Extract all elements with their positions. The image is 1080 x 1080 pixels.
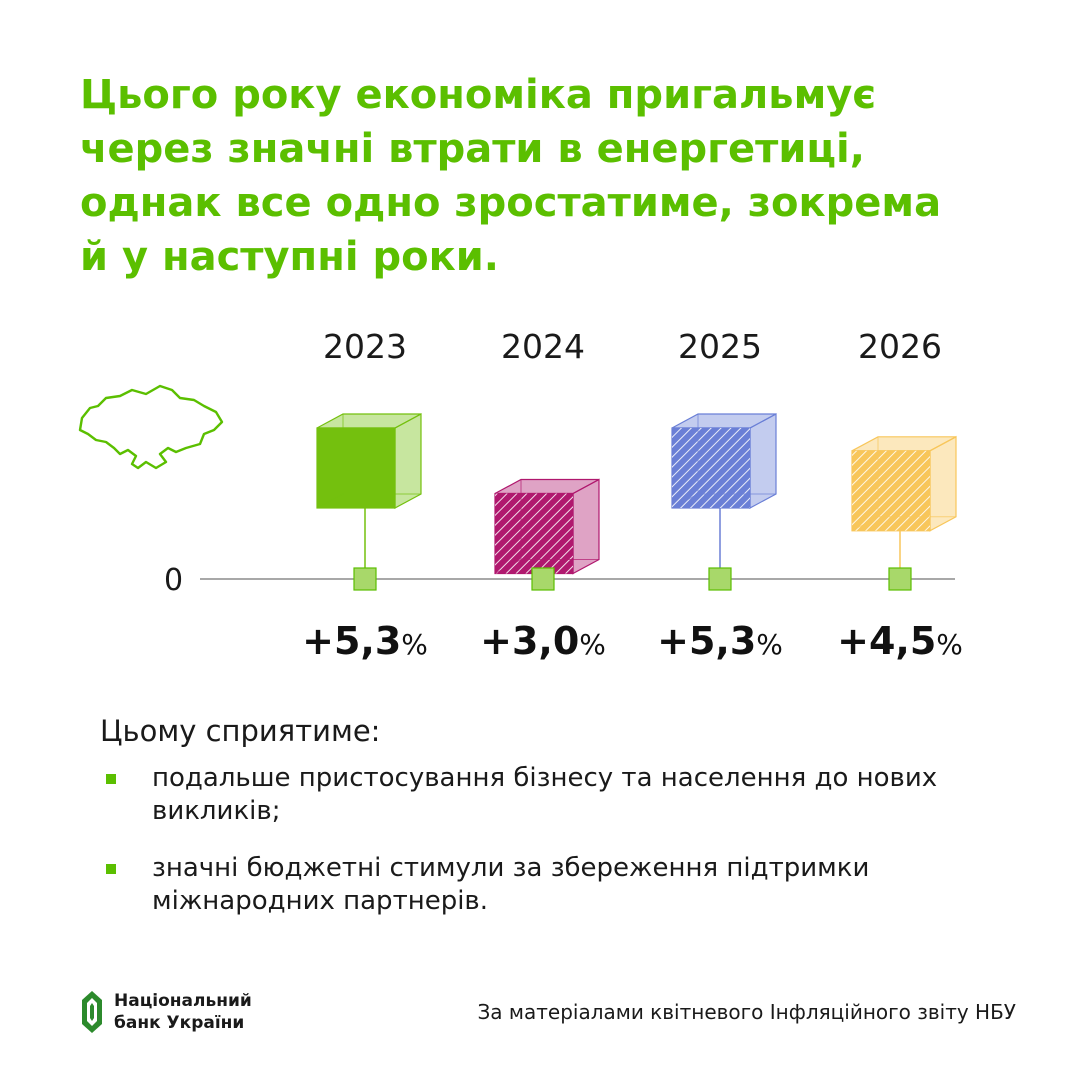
headline-line: Цього року економіка пригальмує xyxy=(80,72,877,118)
axis-marker xyxy=(353,567,377,591)
list-item: подальше пристосування бізнесу та населе… xyxy=(100,762,960,828)
value-label: +4,5% xyxy=(837,619,963,663)
bar xyxy=(316,412,422,569)
axis-marker xyxy=(531,567,555,591)
axis-marker xyxy=(708,567,732,591)
bullet-square-icon xyxy=(106,774,116,784)
bar-back-edge xyxy=(494,559,522,574)
bar-back-edge xyxy=(851,516,879,532)
value-label: +5,3% xyxy=(302,619,428,663)
bar xyxy=(851,435,957,569)
reasons-list: подальше пристосування бізнесу та населе… xyxy=(100,762,960,942)
year-label: 2025 xyxy=(678,327,762,366)
bar xyxy=(671,412,777,569)
logo-line-1: Національний xyxy=(114,991,252,1011)
headline: Цього року економіка пригальмує через зн… xyxy=(80,68,980,284)
axis-marker xyxy=(888,567,912,591)
list-item-text: подальше пристосування бізнесу та населе… xyxy=(152,763,938,826)
bar-hatch xyxy=(495,493,573,574)
headline-line: однак все одно зростатиме, зокрема xyxy=(80,180,942,226)
source-note: За матеріалами квітневого Інфляційного з… xyxy=(477,1000,1016,1024)
year-label: 2024 xyxy=(501,327,585,366)
reasons-lead: Цьому сприятиме: xyxy=(100,714,381,748)
bar xyxy=(494,478,600,575)
year-label: 2023 xyxy=(323,327,407,366)
list-item: значні бюджетні стимули за збереження пі… xyxy=(100,852,960,918)
bar-hatch xyxy=(672,428,750,508)
nbu-logo-icon xyxy=(82,991,102,1033)
list-item-text: значні бюджетні стимули за збереження пі… xyxy=(152,853,870,916)
value-label: +5,3% xyxy=(657,619,783,663)
logo-line-2: банк України xyxy=(114,1013,245,1033)
headline-line: й у наступні роки. xyxy=(80,234,499,280)
bullet-square-icon xyxy=(106,864,116,874)
bar-back-edge xyxy=(316,493,344,509)
bar-hatch xyxy=(852,450,930,531)
year-label: 2026 xyxy=(858,327,942,366)
growth-chart: 0 2023 +5,3% 2024 +3,0% 2025 +5,3% 2026 +4,5% xyxy=(164,327,963,663)
bar-back-edge xyxy=(671,493,699,509)
bar-front-face xyxy=(316,427,396,509)
value-label: +3,0% xyxy=(480,619,606,663)
nbu-logo: Національний банк України xyxy=(80,990,252,1034)
zero-tick-label: 0 xyxy=(164,563,183,598)
headline-line: через значні втрати в енергетиці, xyxy=(80,126,865,172)
ukraine-map-icon xyxy=(78,384,224,470)
